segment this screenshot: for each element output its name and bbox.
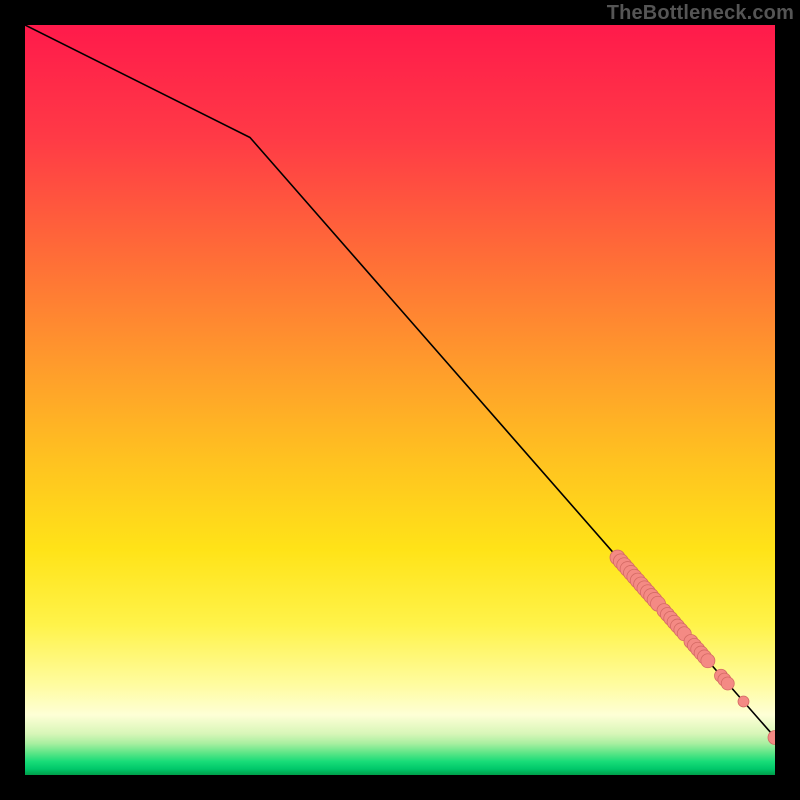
chart-frame: TheBottleneck.com [0,0,800,800]
data-marker [701,654,715,668]
data-marker [738,696,749,707]
plot-area [25,25,775,775]
chart-svg [25,25,775,775]
data-marker [721,677,734,690]
chart-background [25,25,775,775]
attribution-text: TheBottleneck.com [607,2,794,25]
